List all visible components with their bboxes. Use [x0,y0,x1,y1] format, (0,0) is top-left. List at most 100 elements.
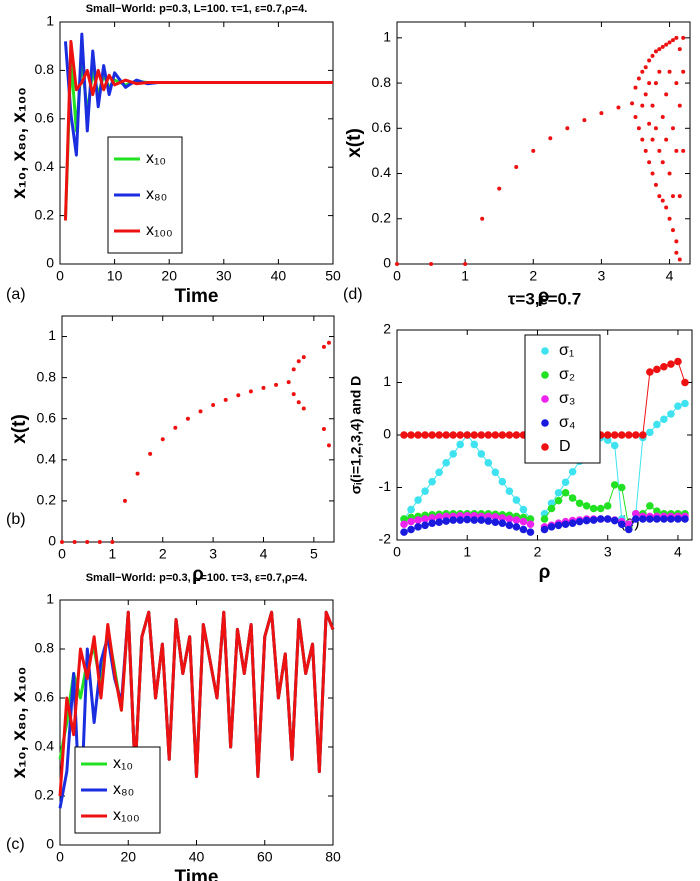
x-tick-label: 20 [120,849,136,865]
x-tick-label: 4 [260,546,268,562]
data-point [647,121,652,126]
data-marker [491,518,500,526]
data-marker [505,431,514,439]
data-marker [505,515,514,523]
data-point [185,416,190,421]
x-tick-label: 0 [393,268,401,284]
data-marker [498,514,507,522]
data-marker [526,520,535,529]
x-tick-label: 10 [107,268,123,284]
series-line [58,610,335,797]
data-marker [435,518,443,526]
data-marker [589,504,598,513]
data-point [616,105,621,110]
y-tick-label: 2 [383,321,391,337]
data-point [643,148,648,153]
data-point [301,406,306,411]
data-point [653,182,658,187]
data-point [640,69,645,74]
data-marker [428,514,436,522]
data-marker [547,523,556,531]
data-marker [491,431,500,439]
data-marker [512,523,521,531]
y-tick-label: 0.2 [37,492,57,508]
plot-area [61,315,335,543]
x-tick-label: 0 [56,268,64,284]
data-marker [421,431,429,439]
y-tick-label: 0 [46,836,54,852]
legend-box [524,334,601,464]
data-point [110,540,115,544]
data-point [291,392,296,397]
data-marker [428,477,436,486]
data-point [97,540,102,544]
data-point [647,58,652,63]
legend-marker [541,395,549,403]
data-marker [519,525,528,534]
data-point [674,148,679,153]
legend-label: σ₄ [559,414,575,431]
data-marker [547,504,556,513]
y-tick-label: 0.2 [35,206,55,222]
data-marker [624,525,633,534]
data-marker [421,487,429,495]
x-axis-label: Time [174,286,218,307]
y-tick-label: 1 [46,13,54,29]
data-marker [632,515,640,523]
data-point [643,65,648,70]
data-point [395,262,399,266]
data-marker [610,431,619,439]
data-marker [435,468,443,477]
panel-label: (c) [6,836,25,853]
x-axis-label: Time [174,867,218,881]
data-marker [540,515,549,523]
data-marker [414,431,422,439]
data-marker [484,517,493,525]
data-point [660,44,665,49]
data-point [135,471,140,476]
data-marker [484,431,493,439]
data-point [657,69,662,74]
y-axis-label: x(t) [344,128,365,158]
data-marker [603,431,612,439]
y-axis-label: x(t) [9,414,30,444]
data-point [664,205,669,210]
data-marker [400,528,408,536]
legend-label: x₁₀ [146,150,166,167]
chart-title: Small−World: p=0.3, L=100. τ=3, ε=0.7,ρ=… [86,572,308,584]
legend-marker [541,347,549,355]
data-marker [603,515,612,523]
data-point [236,393,241,398]
data-point [670,194,675,199]
data-marker [610,481,619,489]
data-point [223,397,228,402]
x-axis-label: ρ [538,286,550,307]
data-point [643,92,648,97]
legend-marker [541,419,549,427]
data-point [636,126,641,131]
y-tick-label: 0.6 [372,119,392,135]
legend-marker [541,443,549,451]
data-marker [498,519,507,527]
data-point [657,47,662,52]
data-marker [442,459,450,467]
data-marker [610,516,619,525]
data-marker [456,516,465,524]
data-marker [617,431,626,439]
data-marker [660,362,668,371]
data-point [173,425,178,430]
data-marker [646,368,654,376]
x-tick-label: 30 [216,268,232,284]
y-axis-label: σᵢ(i=1,2,3,4) and D [348,376,364,495]
data-point [647,81,652,86]
data-point [321,344,326,349]
data-marker [407,517,415,526]
data-point [677,257,682,262]
data-marker [498,431,507,439]
legend-label: σ₁ [559,342,574,359]
data-marker [526,515,535,523]
data-marker [484,459,493,467]
data-marker [674,515,682,523]
y-tick-label: 1 [383,373,391,389]
x-axis-label: ρ [539,562,551,583]
